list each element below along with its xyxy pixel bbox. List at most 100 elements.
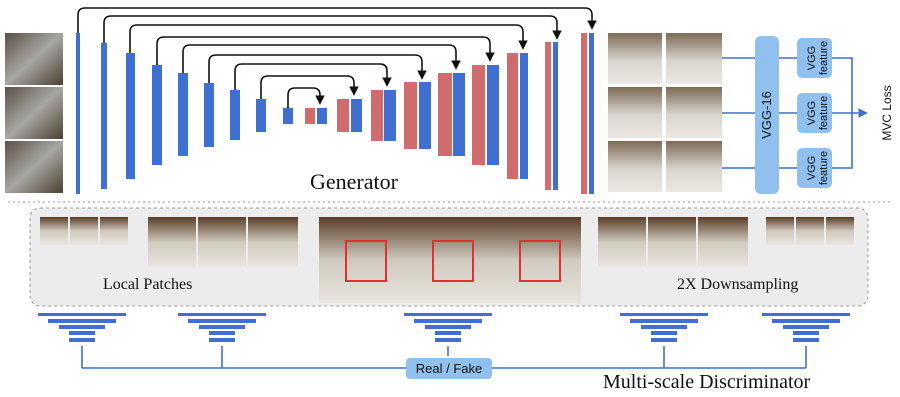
- patch-highlight-box: [432, 240, 474, 282]
- statue-photo: [608, 141, 662, 192]
- skip-arrow: [129, 24, 528, 53]
- statue-photo: [826, 217, 854, 245]
- loss-lines: [832, 57, 868, 169]
- encoder-bar: [283, 108, 293, 124]
- vgg-feature-blocks: VGGfeature VGGfeature VGGfeature: [797, 38, 832, 188]
- decoder-bar: [404, 82, 417, 149]
- decoder-bar: [589, 33, 594, 194]
- skip-arrow: [234, 63, 392, 90]
- pyramid-layer: [69, 338, 95, 342]
- encoder-bar: [256, 99, 266, 132]
- mvc-loss-label: MVC Loss: [880, 85, 894, 140]
- discriminator-pyramids: [38, 313, 850, 342]
- render-photo: [5, 87, 63, 139]
- patch-highlight-box: [519, 240, 561, 282]
- vgg-feature-label: VGGfeature: [806, 151, 830, 185]
- decoder-bar: [581, 33, 587, 194]
- decoder-bar: [384, 90, 396, 141]
- pyramid-layer: [762, 313, 850, 316]
- encoder-bar: [152, 65, 162, 165]
- encoder-bar: [178, 73, 188, 156]
- statue-photo: [148, 217, 196, 267]
- statue-photo: [796, 217, 824, 245]
- statue-photo: [608, 33, 662, 84]
- statue-photo: [698, 217, 748, 267]
- vgg-feature-block: [797, 93, 832, 133]
- downsampled-medium: [598, 217, 748, 267]
- render-photo: [5, 141, 63, 193]
- statue-photo: [598, 217, 646, 267]
- real-fake-label: Real / Fake: [416, 361, 482, 376]
- pyramid-layer: [209, 331, 235, 335]
- statue-photo: [70, 217, 98, 245]
- decoder-bar: [317, 108, 327, 124]
- vgg-feature-label: VGGfeature: [806, 96, 830, 130]
- discriminator-bus: [81, 346, 807, 369]
- decoder-bar: [553, 42, 558, 190]
- decoder-bar: [337, 99, 349, 132]
- discriminator-title: Multi-scale Discriminator: [603, 371, 811, 393]
- statue-photo: [648, 217, 696, 267]
- pyramid-layer: [404, 313, 492, 316]
- decoder-bar: [453, 73, 465, 156]
- skip-arrow: [260, 75, 359, 99]
- skip-arrow: [287, 87, 325, 108]
- pyramid-layer: [209, 338, 235, 342]
- vgg-feature-block: [797, 148, 832, 188]
- decoder-bar: [487, 65, 499, 165]
- local-patches-large: [148, 217, 298, 267]
- pyramid-layer: [783, 325, 829, 329]
- decoder-bar: [371, 90, 383, 141]
- pyramid-layer: [178, 313, 266, 316]
- pyramid-layer: [630, 319, 698, 323]
- vgg16-block: [755, 36, 779, 194]
- pyramid-layer: [620, 313, 708, 316]
- input-render-column: [5, 33, 63, 193]
- downsampled-small: [766, 217, 854, 245]
- pyramid-layer: [435, 331, 461, 335]
- decoder-bar: [419, 82, 431, 149]
- skip-arrow: [182, 44, 461, 73]
- vgg-feature-block: [797, 38, 832, 78]
- vgg-feature-label: VGGfeature: [806, 41, 830, 75]
- statue-photo: [493, 217, 581, 303]
- output-photo-grid: [608, 33, 722, 192]
- pyramid-layer: [188, 319, 256, 323]
- encoder-bar: [230, 90, 240, 140]
- encoder-bar: [126, 53, 135, 179]
- encoder-bar: [101, 43, 107, 189]
- pyramid-layer: [425, 325, 471, 329]
- statue-photo: [666, 141, 722, 192]
- decoder-bar: [520, 53, 528, 179]
- vgg-input-lines: [722, 57, 755, 169]
- pyramid-layer: [69, 331, 95, 335]
- decoder-bar: [351, 99, 362, 132]
- vgg-feature-lines: [779, 57, 797, 169]
- pyramid-layer: [793, 331, 819, 335]
- encoder-bar: [204, 83, 214, 147]
- render-photo: [5, 33, 63, 85]
- statue-photo: [666, 87, 722, 138]
- pyramid-layer: [793, 338, 819, 342]
- statue-photo: [666, 33, 722, 84]
- pyramid-layer: [435, 338, 461, 342]
- statue-photo: [248, 217, 298, 267]
- pyramid-layer: [38, 313, 126, 316]
- unet-bars: [76, 33, 594, 194]
- patch-highlight-box: [345, 240, 387, 282]
- decoder-bar: [507, 53, 518, 179]
- encoder-bar: [76, 33, 80, 194]
- statue-photo: [608, 87, 662, 138]
- skip-arrow: [103, 15, 562, 43]
- pyramid-layer: [651, 331, 677, 335]
- decoder-bar: [438, 73, 452, 156]
- local-patches-small: [40, 217, 128, 245]
- statue-photo: [406, 217, 493, 303]
- skip-arrow: [77, 7, 597, 33]
- pyramid-layer: [59, 325, 105, 329]
- statue-photo: [319, 217, 406, 303]
- skip-arrow: [208, 54, 427, 83]
- local-patches-label: Local Patches: [103, 276, 192, 293]
- downsampling-label: 2X Downsampling: [677, 276, 798, 293]
